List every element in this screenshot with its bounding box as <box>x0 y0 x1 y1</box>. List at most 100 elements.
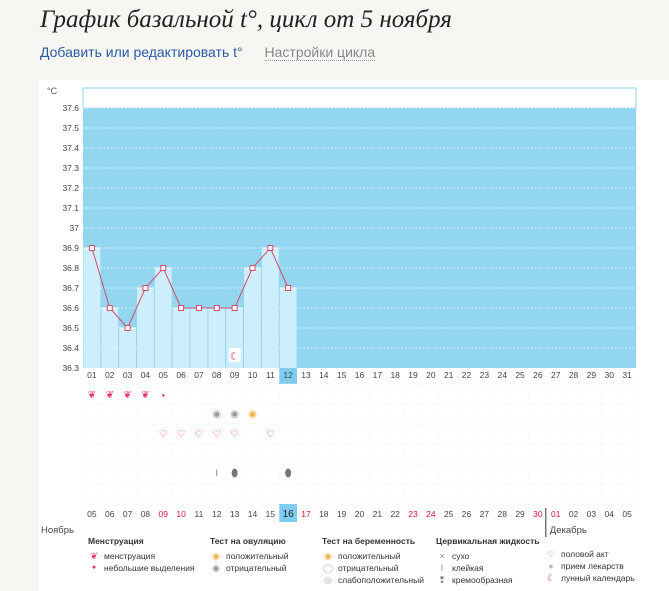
temperature-bar <box>244 268 261 368</box>
temperature-point <box>213 305 220 311</box>
sticky-icon: I <box>440 563 444 573</box>
date-label: 11 <box>195 509 204 519</box>
ovulation-positive-icon: ◉ <box>212 551 220 561</box>
y-tick-label: 36.7 <box>62 283 79 293</box>
temperature-bar <box>101 308 119 368</box>
day-label: 03 <box>123 370 133 380</box>
moon-icon: ☾ <box>230 351 240 363</box>
date-label: 20 <box>355 509 365 519</box>
legend-title: Цервикальная жидкость <box>436 536 540 546</box>
legend-item: сухо <box>452 551 470 561</box>
pregnancy-weak-icon: ◎ <box>324 575 332 585</box>
date-label: 17 <box>301 509 311 519</box>
legend-item: лунный календарь <box>561 573 635 583</box>
date-label: 25 <box>444 509 454 519</box>
day-label: 28 <box>569 370 579 380</box>
temperature-bar <box>154 268 172 368</box>
day-label: 02 <box>105 370 115 380</box>
day-label: 23 <box>480 370 490 380</box>
y-axis-label: °C <box>47 86 58 96</box>
date-label: 27 <box>480 509 490 519</box>
day-label: 11 <box>266 370 275 380</box>
creamy-icon: ❢ <box>438 575 446 585</box>
temperature-point <box>231 305 238 311</box>
date-label: 30 <box>533 509 543 519</box>
ovulation-negative-icon: ◉ <box>230 409 239 420</box>
y-tick-label: 37.6 <box>62 103 79 113</box>
date-label: 04 <box>605 509 615 519</box>
ovulation-negative-icon: ◉ <box>212 563 220 573</box>
date-label: 15 <box>266 509 276 519</box>
month-label: Ноябрь <box>41 525 74 536</box>
legend-title: Тест на овуляцию <box>210 536 286 546</box>
legend-title: Менструация <box>88 536 144 546</box>
legend-item: положительный <box>226 551 289 561</box>
y-tick-label: 36.6 <box>62 303 79 313</box>
drop-icon: ● <box>161 393 165 399</box>
legend-item: отрицательный <box>226 563 287 573</box>
day-label: 01 <box>87 370 97 380</box>
date-label: 22 <box>390 509 400 519</box>
day-label: 31 <box>622 370 632 380</box>
pregnancy-positive-icon: ◉ <box>324 551 332 561</box>
y-tick-label: 36.5 <box>62 323 79 333</box>
date-label: 19 <box>337 509 347 519</box>
ovulation-negative-icon: ◉ <box>212 409 221 420</box>
pill-icon: ● <box>548 561 554 571</box>
heart-icon: ♡ <box>159 429 168 440</box>
current-day-highlight <box>279 368 298 384</box>
temperature-point <box>106 305 113 311</box>
date-label: 26 <box>462 509 472 519</box>
y-tick-label: 37.5 <box>62 123 79 133</box>
menstruation-icon: ❦ <box>88 390 96 401</box>
temperature-bar <box>279 288 297 368</box>
heart-icon: ♡ <box>212 429 221 440</box>
sticky-icon: I <box>216 468 219 478</box>
legend-item: половой акт <box>561 549 609 559</box>
y-tick-label: 36.8 <box>62 263 79 273</box>
cycle-settings-link[interactable]: Настройки цикла <box>264 44 376 61</box>
temperature-bar <box>261 248 279 368</box>
date-label: 28 <box>497 509 507 519</box>
menstruation-icon: ❦ <box>90 551 98 561</box>
date-label: 16 <box>283 509 295 520</box>
date-label: 24 <box>426 509 436 519</box>
date-label: 18 <box>319 509 329 519</box>
day-label: 10 <box>248 370 258 380</box>
edit-temperature-link[interactable]: Добавить или редактировать t° <box>40 44 243 60</box>
menstruation-icon: ❦ <box>123 390 131 401</box>
heart-icon: ♡ <box>194 429 203 440</box>
day-label: 04 <box>141 370 151 380</box>
menstruation-icon: ❦ <box>106 390 114 401</box>
date-label: 02 <box>569 509 579 519</box>
legend-ovulation: Тест на овуляцию ◉ положительный ◉ отрицат… <box>210 536 288 574</box>
legend-item: положительный <box>338 551 401 561</box>
legend-item: отрицательный <box>338 563 399 573</box>
legend-item: небольшие выделения <box>104 563 195 573</box>
date-label: 01 <box>551 509 561 519</box>
day-label: 17 <box>373 370 383 380</box>
page-title: График базальной t°, цикл от 5 ноября <box>40 6 452 33</box>
temperature-bar <box>208 308 226 368</box>
date-label: 03 <box>587 509 597 519</box>
day-label: 05 <box>159 370 169 380</box>
month-label: Декабрь <box>550 525 587 536</box>
temperature-bar <box>83 248 101 368</box>
day-label: 09 <box>230 370 240 380</box>
heart-icon: ♡ <box>177 429 186 440</box>
date-label: 14 <box>248 509 258 519</box>
y-tick-label: 37.2 <box>62 183 79 193</box>
y-tick-label: 37 <box>70 223 80 233</box>
legend-item: слабоположительный <box>338 575 424 585</box>
legend-pregnancy: Тест на беременность ◉ положительный ◯ отр… <box>322 536 424 586</box>
day-label: 19 <box>408 370 418 380</box>
y-tick-label: 37.4 <box>62 143 79 153</box>
legend-item: кремообразная <box>452 575 513 585</box>
day-label: 14 <box>319 370 329 380</box>
day-label: 30 <box>605 370 615 380</box>
header-links: Добавить или редактировать t° Настройки … <box>40 44 376 61</box>
moon-icon: ☾ <box>546 573 556 583</box>
day-label: 20 <box>426 370 436 380</box>
y-tick-label: 36.4 <box>62 343 79 353</box>
legend-menstruation: Менструация ❦ менструация ● небольшие выде… <box>88 536 195 574</box>
